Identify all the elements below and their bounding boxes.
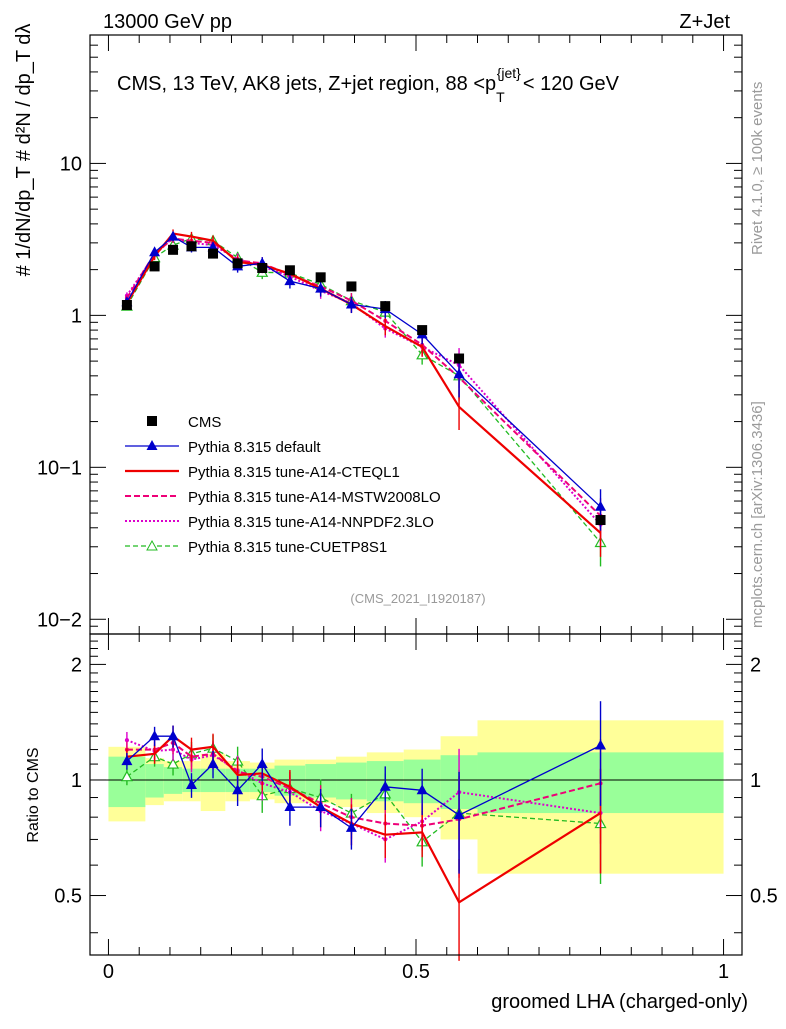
top-y-tick-label: 10−2: [37, 609, 82, 631]
top-point-data: [346, 281, 357, 292]
ratio-point-default: [595, 739, 607, 750]
rivet-version-label: Rivet 4.1.0, ≥ 100k events: [749, 82, 766, 255]
top-point-data: [232, 258, 243, 269]
ratio-point-default: [345, 821, 357, 832]
plot-title-sup: {jet}: [497, 65, 521, 81]
ratio-point-default: [379, 780, 391, 791]
ratio-point-default: [121, 755, 133, 766]
top-point-default: [315, 282, 327, 293]
legend-marker-default: [146, 440, 158, 450]
plot-title: CMS, 13 TeV, AK8 jets, Z+jet region, 88 …: [117, 65, 620, 105]
x-axis-label: groomed LHA (charged-only): [491, 991, 748, 1013]
top-y-tick-label: 10: [60, 153, 82, 175]
top-point-data: [168, 244, 179, 255]
top-point-data: [208, 248, 219, 259]
x-tick-label: 0.5: [402, 961, 430, 983]
top-point-data: [284, 265, 295, 276]
ratio-point-default: [256, 758, 268, 769]
top-line-nnpdf: [126, 236, 602, 526]
ratio-point-default: [149, 730, 161, 741]
top-y-tick-label: 10−1: [37, 457, 82, 479]
x-tick-label: 1: [718, 961, 729, 983]
header-energy-label: 13000 GeV pp: [103, 11, 232, 33]
legend-label-mstw: Pythia 8.315 tune-A14-MSTW2008LO: [188, 489, 441, 506]
analysis-reference-label: (CMS_2021_I1920187): [350, 591, 485, 606]
ratio-y-tick-label-right: 2: [750, 654, 761, 676]
legend-label-data: CMS: [188, 414, 221, 431]
top-point-default: [453, 368, 465, 379]
ratio-y-tick-label-right: 0.5: [750, 886, 778, 908]
top-point-data: [315, 272, 326, 283]
ratio-line-default: [126, 735, 601, 829]
top-point-default: [167, 230, 179, 241]
top-point-data: [257, 262, 268, 273]
bottom-y-axis-label: Ratio to CMS: [25, 747, 42, 842]
top-point-data: [380, 301, 391, 312]
ratio-point-default: [453, 809, 465, 820]
ratio-point-default: [185, 779, 197, 790]
ratio-y-tick-label: 2: [71, 654, 82, 676]
top-line-cteql1: [125, 232, 602, 534]
plot-title-main: CMS, 13 TeV, AK8 jets, Z+jet region, 88 …: [117, 73, 496, 95]
ratio-line-mstw: [126, 741, 601, 827]
ratio-point-default: [416, 784, 428, 795]
top-y-axis-label: # 1/dN/dp_T # d²N / dp_T dλ: [13, 24, 35, 277]
data-marks: [120, 229, 607, 961]
top-point-default: [595, 500, 607, 511]
top-y-tick-label: 1: [71, 305, 82, 327]
ratio-y-tick-label: 1: [71, 770, 82, 792]
ratio-y-tick-label-right: 1: [750, 770, 761, 792]
top-point-data: [149, 261, 160, 272]
ratio-point-default: [207, 758, 219, 769]
ratio-point-default: [232, 784, 244, 795]
ratio-band-inner: [163, 767, 183, 794]
legend-marker-data: [147, 416, 157, 426]
top-point-data: [595, 515, 606, 526]
top-point-data: [417, 325, 428, 336]
top-point-data: [121, 300, 132, 311]
legend-label-cteql1: Pythia 8.315 tune-A14-CTEQL1: [188, 464, 400, 481]
top-point-data: [186, 241, 197, 252]
top-point-default: [284, 275, 296, 286]
legend-label-nnpdf: Pythia 8.315 tune-A14-NNPDF2.3LO: [188, 514, 434, 531]
plot-title-sub: T: [496, 89, 505, 105]
x-tick-label: 0: [103, 961, 114, 983]
axes-frame: 10−2 10−1 1 10 0.5 0.5 1 1 2 2 0 0.5 1: [37, 34, 778, 983]
header-process-label: Z+Jet: [679, 11, 730, 33]
ratio-band-inner: [145, 764, 164, 798]
plot-title-end: < 120 GeV: [523, 73, 620, 95]
top-point-data: [454, 353, 465, 364]
ratio-y-tick-label: 0.5: [54, 886, 82, 908]
legend-label-cuetp8s1: Pythia 8.315 tune-CUETP8S1: [188, 539, 387, 556]
uncertainty-bands: [90, 720, 742, 874]
legend-label-default: Pythia 8.315 default: [188, 439, 321, 456]
top-line-cuetp8s1: [126, 237, 601, 543]
ratio-point-default: [284, 801, 296, 812]
top-point-default: [345, 298, 357, 309]
top-line-mstw: [126, 237, 602, 517]
top-point-default: [149, 246, 161, 257]
ratio-point-cuetp8s1: [120, 770, 133, 782]
ratio-band-inner: [336, 762, 367, 800]
mcplots-label: mcplots.cern.ch [arXiv:1306.3436]: [749, 401, 766, 628]
legend-marker-cuetp8s1: [146, 539, 158, 551]
ratio-point-nnpdf: [124, 738, 129, 743]
legend: CMS Pythia 8.315 default Pythia 8.315 tune…: [125, 414, 441, 556]
ratio-point-cuetp8s1: [167, 757, 180, 769]
ratio-point-default: [315, 801, 327, 812]
ratio-point-default: [167, 730, 179, 741]
